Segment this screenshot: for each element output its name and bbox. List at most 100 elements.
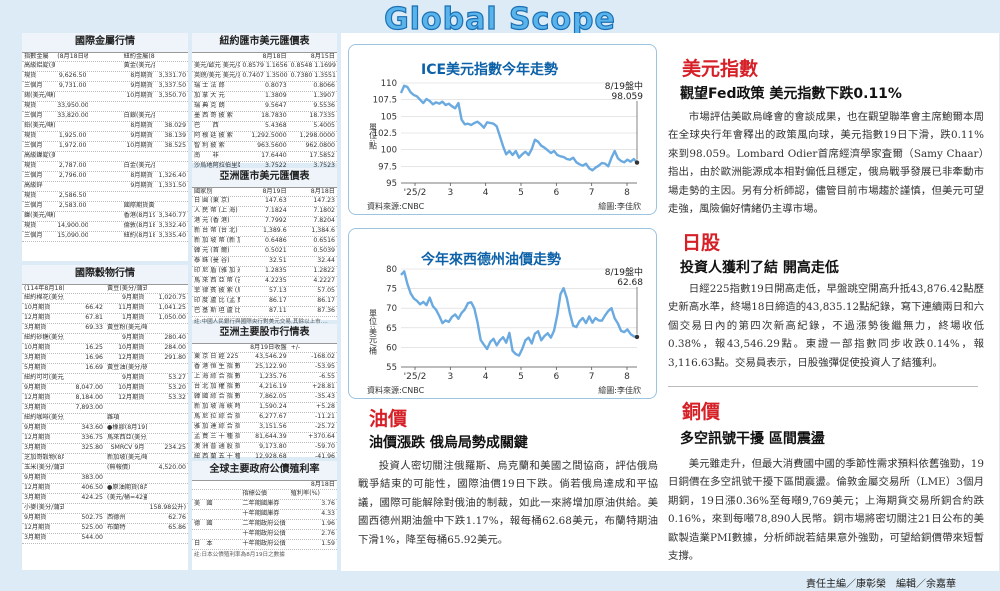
- table-cell: 三個月: [24, 172, 43, 180]
- table-cell: 8月19日: [262, 187, 287, 195]
- table-cell: 12月期貨: [24, 524, 51, 532]
- chart-credit: 繪圖:李佳欣: [598, 201, 641, 211]
- table-cell: 2,583.00: [58, 202, 87, 210]
- table-cell: 9月期貨: [122, 374, 145, 382]
- table-row: 現貨 2,787.00 白金(美元/盎司): [22, 162, 188, 173]
- table-cell: [192, 53, 240, 62]
- table-cell: 加 拿 大 元: [194, 92, 225, 100]
- table-cell: 3月期貨: [24, 444, 47, 452]
- table-row: 指標公債 殖利率(%): [192, 490, 337, 501]
- table-cell: 1.3907: [313, 92, 335, 100]
- x-tick-label: 5: [518, 372, 524, 382]
- table-row: 現貨 1,925.00 9月期貨 38.139: [22, 132, 188, 143]
- table-cell: 0.5021: [265, 247, 287, 255]
- table-cell: [88, 212, 121, 221]
- table-cell: 現貨: [24, 222, 37, 230]
- table-cell: [155, 102, 188, 111]
- table-cell: 406.50: [81, 484, 103, 492]
- table-row: 現貨 14,900.00 倫敦(8月18日)3,332.40: [22, 222, 188, 233]
- table-cell: 三個月: [24, 202, 43, 210]
- table-cell: [88, 142, 121, 151]
- table-cell: 3,337.50: [158, 82, 187, 90]
- table-cell: 8月15日: [310, 52, 335, 60]
- table-cell: 2,787.00: [58, 162, 87, 170]
- fx-asia-title: 亞洲匯市美元匯價表: [192, 168, 337, 188]
- table-row: 鉛(美元/噸) 8月期貨 38.029: [22, 122, 188, 133]
- table-cell: 美 國: [194, 500, 213, 508]
- table-cell: 3.76: [321, 500, 335, 508]
- table-row: 紐約棉花(美分/磅) 9月期貨 1,020.75: [22, 294, 188, 305]
- table-cell: 高級鋁錠(美元/噸): [24, 62, 55, 70]
- table-cell: [88, 62, 121, 71]
- table-row: 澳 洲 普 通 股 指 數 9,173.80 -59.70: [192, 443, 337, 454]
- table-row: 印 尼 盾 (雅 加 達) 1.2835 1.2822: [192, 267, 337, 278]
- chart-source: 資料來源:CNBC: [367, 385, 425, 395]
- table-cell: 16.25: [85, 344, 103, 352]
- table-cell: 10月期貨: [118, 384, 145, 392]
- table-cell: [64, 464, 106, 473]
- table-row: 芝加哥穀物(8月18日收盤) 新加坡(美元/噸): [22, 454, 188, 465]
- table-cell: 234.25: [164, 444, 186, 452]
- table-cell: 9月期貨: [24, 514, 47, 522]
- table-cell: 962.0800: [305, 142, 335, 150]
- table-cell: 1,235.76: [259, 373, 287, 381]
- table-cell: [147, 285, 189, 294]
- y-axis-label: 單位:美元/桶: [369, 309, 378, 355]
- article-oil-heading: 油價: [369, 408, 408, 430]
- article-copper-body: 美元雖走升，但最大消費國中國的季節性需求預料依舊強勁，19日銅價在多空訊號干擾下…: [668, 458, 984, 563]
- table-cell: 現貨: [24, 72, 37, 80]
- table-cell: 2.76: [321, 530, 335, 538]
- table-cell: -41.96: [315, 453, 335, 461]
- last-point-marker: [634, 160, 640, 165]
- table-row: 國家別 8月19日 8月18日: [192, 188, 337, 198]
- table-cell: 38.525: [164, 142, 187, 150]
- table-cell: 德 國: [194, 520, 213, 528]
- x-tick-label: 3: [447, 188, 453, 198]
- table-cell: [147, 424, 189, 433]
- table-cell: [147, 434, 189, 443]
- table-cell: 3,151.56: [259, 423, 287, 431]
- table-cell: 67.81: [85, 314, 103, 322]
- series-line: [399, 84, 638, 172]
- table-row: 三個月 2,796.00 8月期貨 1,326.40: [22, 172, 188, 183]
- table-cell: 新加坡(美元/噸): [107, 454, 147, 462]
- table-cell: 墨 西 哥 披 索: [194, 112, 233, 120]
- table-row: 鎳(美元/噸) 香港(8月19日)3,340.77: [22, 212, 188, 223]
- table-cell: 38.029: [164, 122, 187, 130]
- table-row: 3月期貨 69.33 黃豆粉(美元/噸): [22, 324, 188, 335]
- table-cell: 11月期貨: [118, 304, 145, 312]
- table-cell: 325.80: [81, 444, 103, 452]
- y-tick-label: 75: [386, 285, 397, 295]
- table-row: 孟 買 三 十 種 指 數 81,644.39 +370.64: [192, 433, 337, 444]
- table-cell: 泰 銖 (曼 谷): [194, 257, 230, 265]
- table-cell: [105, 474, 147, 483]
- table-cell: [88, 182, 121, 191]
- table-cell: 65.86: [168, 524, 186, 532]
- table-row: 十年期國庫券 4.33: [192, 510, 337, 521]
- table-cell: [88, 232, 121, 241]
- table-cell: 指標公債: [242, 490, 268, 498]
- table-cell: 147.23: [313, 197, 335, 205]
- x-tick-label: 4: [483, 188, 489, 198]
- stocks-asia-title: 亞洲主要股市行情表: [192, 324, 337, 344]
- table-row: 日 圓 (東 京) 147.63 147.23: [192, 197, 337, 208]
- y-tick-label: 110: [381, 79, 397, 89]
- dollar-index-chart: 110 107.5 105 102.5 100 97.5 95 '25/2 3 4 5 6 7 8 單位:點…: [367, 79, 643, 211]
- table-row: 瑞 士 法 郎 0.8073 0.8066: [192, 82, 337, 93]
- table-cell: 7,893.00: [75, 404, 103, 412]
- table-cell: [105, 504, 147, 513]
- table-cell: 4.33: [321, 510, 335, 518]
- table-cell: 5.4005: [313, 122, 335, 130]
- x-tick-label: 8: [624, 372, 630, 382]
- table-cell: 人 民 幣 (上 海): [194, 207, 238, 215]
- table-row: 9月期貨 343.60 ●橡膠(8月19日收盤): [22, 424, 189, 435]
- table-cell: 7.7992: [265, 217, 287, 225]
- article-nikkei-subheading: 投資人獲利了結 開高走低: [680, 260, 839, 276]
- table-cell: [192, 530, 240, 539]
- table-cell: 17.6440: [261, 152, 287, 160]
- table-cell: [122, 192, 155, 201]
- table-cell: 0.6486: [265, 237, 287, 245]
- table-cell: 5.4368: [265, 122, 287, 130]
- table-cell: [55, 62, 88, 71]
